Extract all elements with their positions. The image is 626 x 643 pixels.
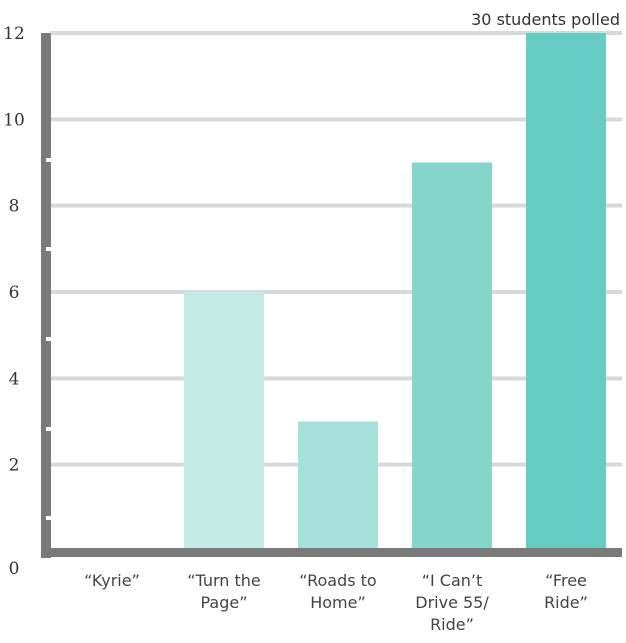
bar-4 xyxy=(526,33,606,551)
x-tick-label-2: “Roads to Home” xyxy=(299,571,376,612)
x-tick-label-4: “Free Ride” xyxy=(544,571,588,612)
y-minor-tick-0 xyxy=(46,158,54,162)
y-tick-label-4: 4 xyxy=(9,369,20,389)
y-axis xyxy=(41,33,51,558)
y-tick-label-10: 10 xyxy=(3,110,25,130)
y-tick-label-8: 8 xyxy=(9,197,20,217)
bar-3 xyxy=(412,162,492,551)
y-tick-label-2: 2 xyxy=(9,456,20,476)
bar-1 xyxy=(184,292,264,551)
y-minor-tick-2 xyxy=(46,337,54,341)
y-tick-label-6: 6 xyxy=(9,283,20,303)
y-minor-tick-3 xyxy=(46,427,54,431)
y-axis-tick-labels: 0 2 4 6 8 10 12 xyxy=(3,24,25,579)
y-minor-tick-4 xyxy=(46,516,54,520)
axes xyxy=(41,33,622,558)
bar-2 xyxy=(298,421,378,551)
poll-note: 30 students polled xyxy=(471,10,620,29)
x-axis-tick-labels: “Kyrie” “Turn the Page” “Roads to Home” “I Ca… xyxy=(84,571,588,634)
x-tick-label-1: “Turn the Page” xyxy=(187,571,261,612)
y-tick-label-12: 12 xyxy=(3,24,25,44)
y-tick-label-0: 0 xyxy=(9,559,20,579)
y-minor-tick-1 xyxy=(46,247,54,251)
x-axis xyxy=(41,548,622,557)
x-tick-label-3: “I Can’t Drive 55/Ride” xyxy=(415,571,489,634)
bars xyxy=(184,33,606,551)
x-tick-label-0: “Kyrie” xyxy=(84,571,140,590)
